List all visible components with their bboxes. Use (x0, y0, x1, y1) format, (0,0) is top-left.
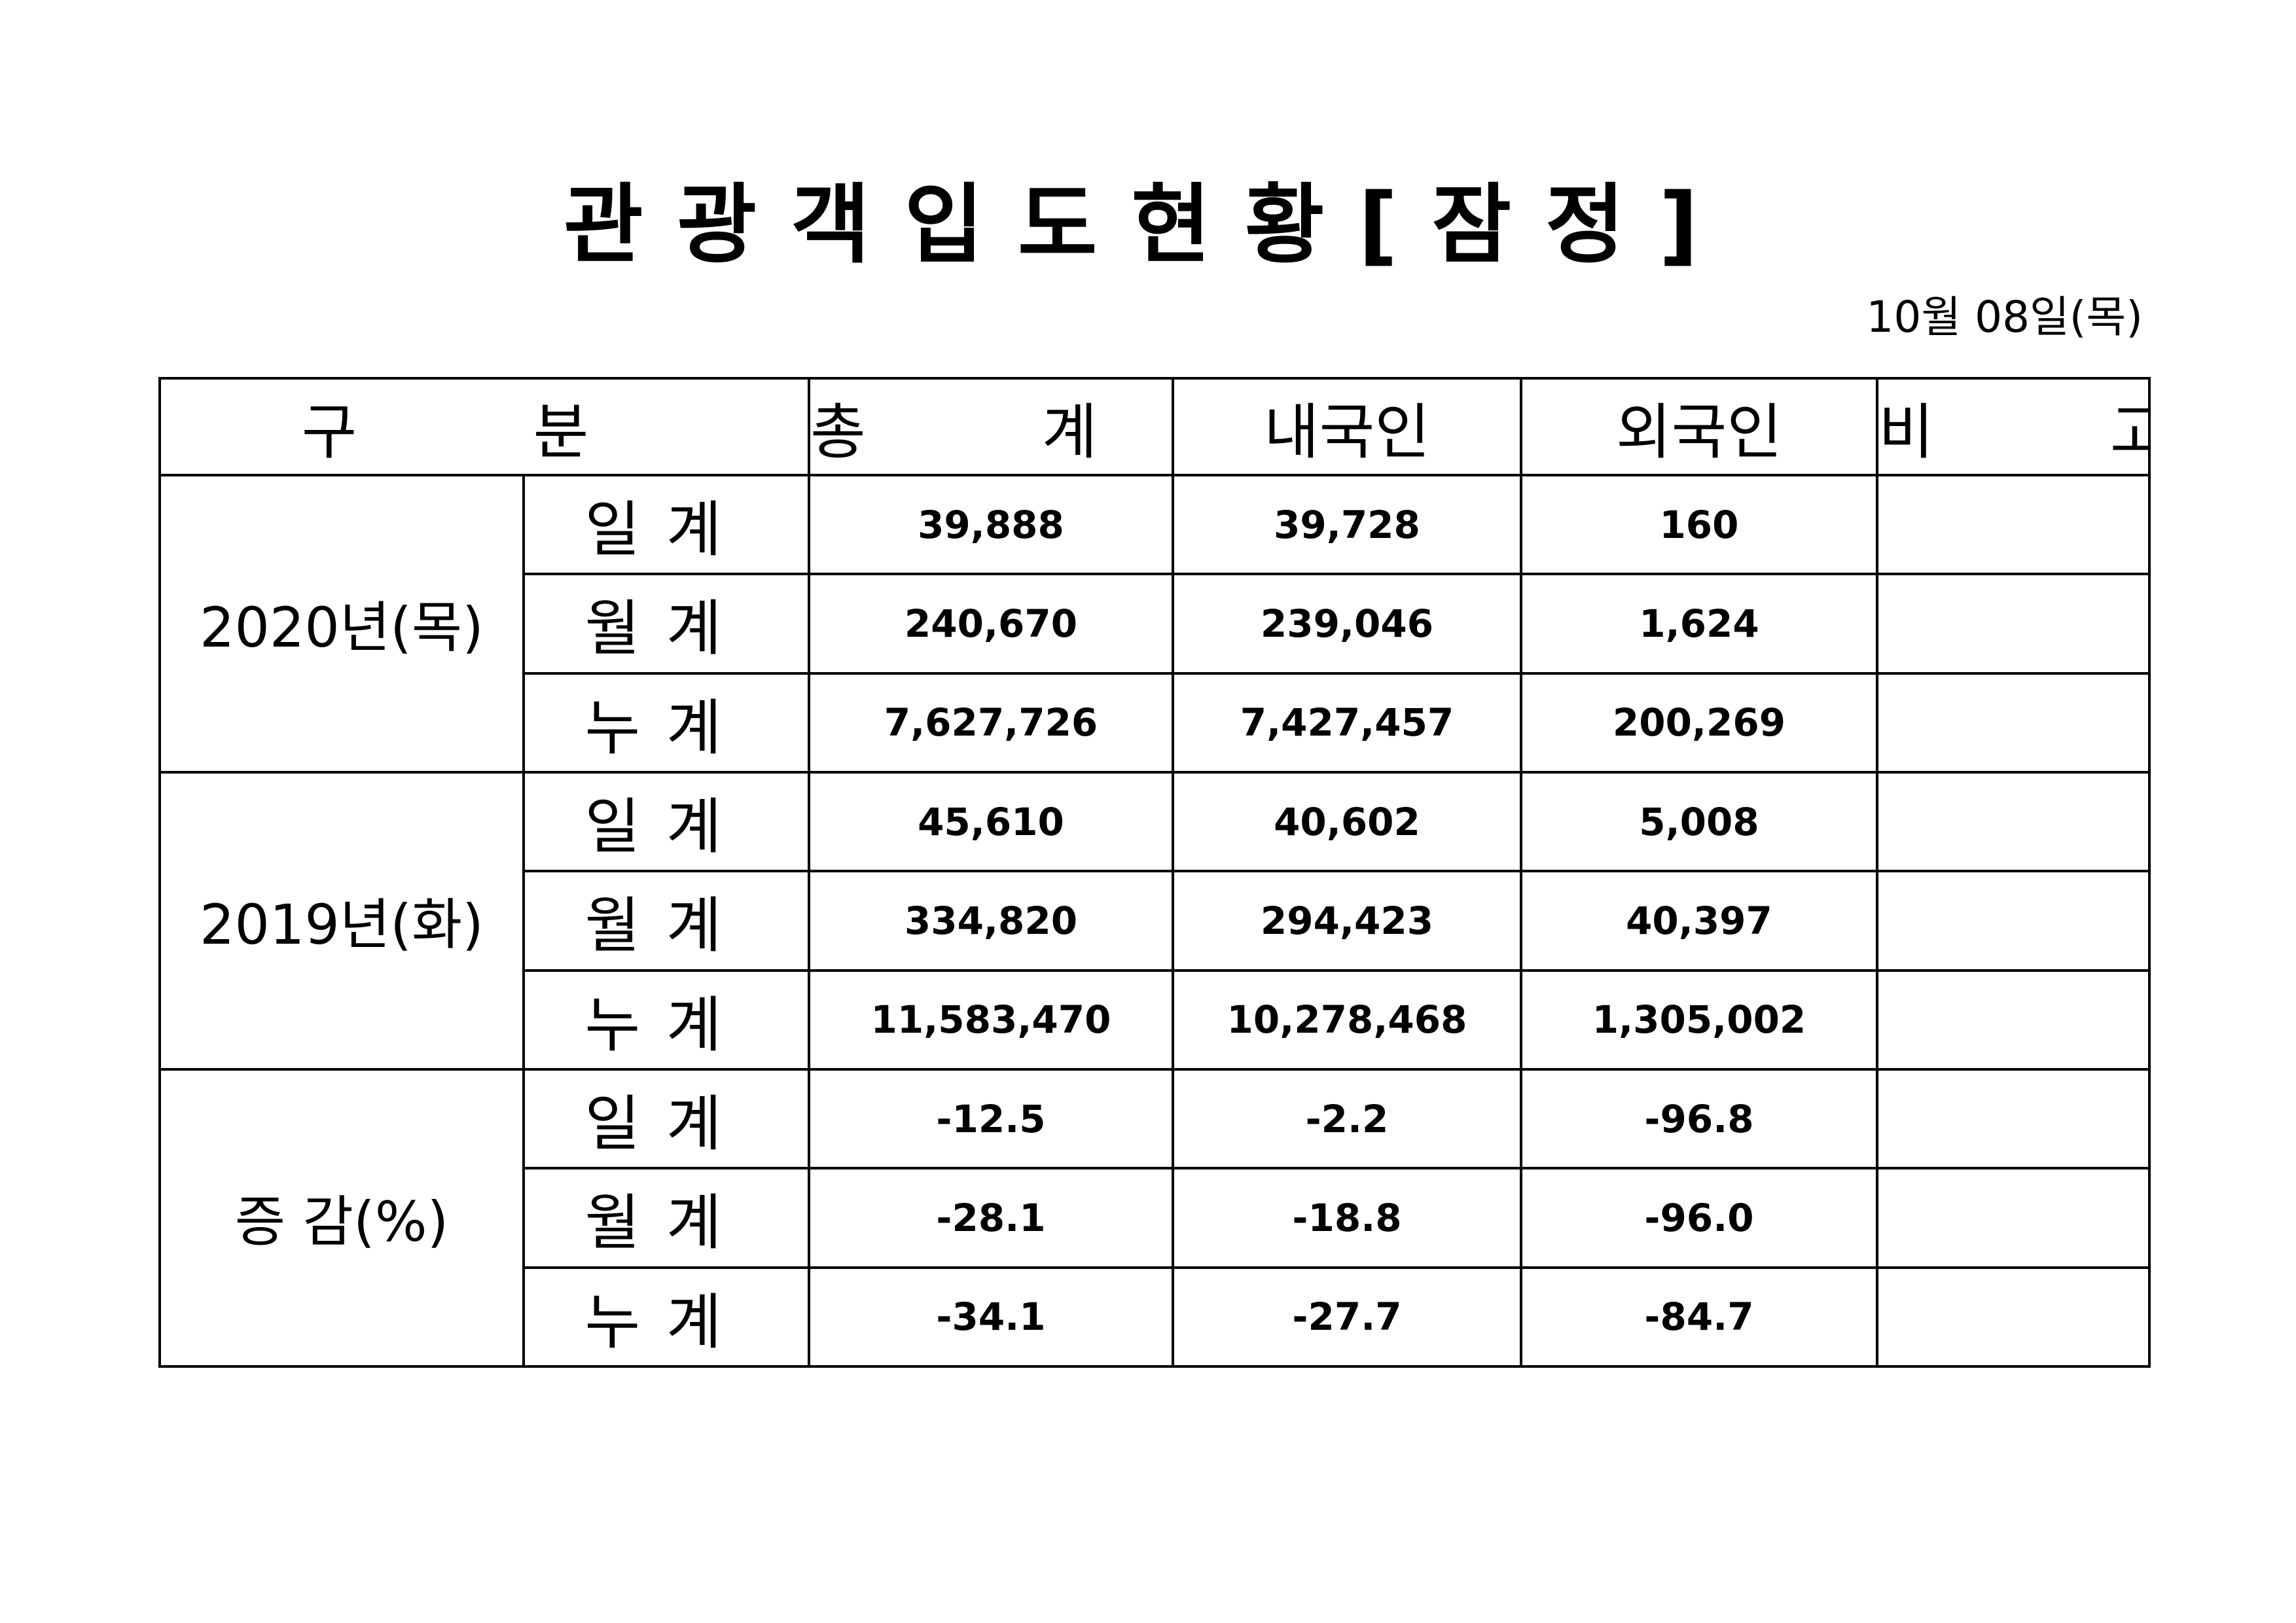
header-total: 총 계 (808, 377, 1174, 476)
cell-remarks (1876, 473, 2151, 576)
cell-foreign: 200,269 (1520, 671, 1878, 774)
cell-domestic: -27.7 (1172, 1266, 1522, 1368)
table-row: 2020년(목) 일계 39,888 39,728 160 (158, 473, 2151, 774)
cell-total: -28.1 (808, 1167, 1174, 1269)
cell-remarks (1876, 870, 2151, 972)
cell-total: 334,820 (808, 870, 1174, 972)
cell-total: -34.1 (808, 1266, 1174, 1368)
group-label: 2019년(화) (158, 770, 525, 1071)
cell-total: -12.5 (808, 1067, 1174, 1170)
cell-domestic: 39,728 (1172, 473, 1522, 576)
cell-total: 45,610 (808, 770, 1174, 873)
header-category: 구 분 (158, 377, 810, 476)
cell-remarks (1876, 1266, 2151, 1368)
row-type: 일계 (522, 1067, 810, 1170)
cell-remarks (1876, 1167, 2151, 1269)
row-type: 일계 (522, 473, 810, 576)
cell-foreign: 40,397 (1520, 870, 1878, 972)
cell-foreign: -84.7 (1520, 1266, 1878, 1368)
table-row: 누계 -34.1 -27.7 -84.7 (160, 1266, 2151, 1368)
table-row: 누계 7,627,726 7,427,457 200,269 (160, 671, 2151, 774)
cell-domestic: 40,602 (1172, 770, 1522, 873)
cell-domestic: 294,423 (1172, 870, 1522, 972)
header-domestic: 내국인 (1172, 377, 1522, 476)
table-row: 월계 334,820 294,423 40,397 (160, 870, 2151, 972)
cell-foreign: 5,008 (1520, 770, 1878, 873)
cell-remarks (1876, 770, 2151, 873)
report-date: 10월 08일(목) (1866, 292, 2143, 342)
cell-remarks (1876, 969, 2151, 1071)
row-type: 월계 (522, 573, 810, 675)
row-type: 누계 (522, 969, 810, 1071)
cell-foreign: -96.0 (1520, 1167, 1878, 1269)
cell-domestic: -2.2 (1172, 1067, 1522, 1170)
header-remarks: 비 고 (1876, 377, 2151, 476)
row-type: 월계 (522, 870, 810, 972)
cell-total: 11,583,470 (808, 969, 1174, 1071)
tourist-arrivals-table: 구 분 총 계 내국인 외국인 비 고 2020년(목) 일계 39,888 3… (158, 377, 2151, 1368)
cell-foreign: -96.8 (1520, 1067, 1878, 1170)
cell-remarks (1876, 573, 2151, 675)
row-type: 월계 (522, 1167, 810, 1269)
table-row: 증 감(%) 일계 -12.5 -2.2 -96.8 (158, 1067, 2151, 1368)
cell-total: 39,888 (808, 473, 1174, 576)
cell-domestic: 10,278,468 (1172, 969, 1522, 1071)
table-row: 누계 11,583,470 10,278,468 1,305,002 (160, 969, 2151, 1071)
table-row: 월계 -28.1 -18.8 -96.0 (160, 1167, 2151, 1269)
row-type: 일계 (522, 770, 810, 873)
row-type: 누계 (522, 671, 810, 774)
cell-total: 7,627,726 (808, 671, 1174, 774)
header-row: 구 분 총 계 내국인 외국인 비 고 (158, 377, 2151, 476)
row-type: 누계 (522, 1266, 810, 1368)
cell-domestic: 7,427,457 (1172, 671, 1522, 774)
cell-foreign: 1,624 (1520, 573, 1878, 675)
cell-domestic: -18.8 (1172, 1167, 1522, 1269)
cell-foreign: 160 (1520, 473, 1878, 576)
cell-foreign: 1,305,002 (1520, 969, 1878, 1071)
group-label: 2020년(목) (158, 474, 525, 774)
table-row: 월계 240,670 239,046 1,624 (160, 573, 2151, 675)
cell-domestic: 239,046 (1172, 573, 1522, 675)
group-label: 증 감(%) (158, 1067, 525, 1368)
cell-total: 240,670 (808, 573, 1174, 675)
header-foreign: 외국인 (1520, 377, 1878, 476)
cell-remarks (1876, 1067, 2151, 1170)
table-row: 2019년(화) 일계 45,610 40,602 5,008 (158, 770, 2151, 1071)
page-title: 관광객입도현황[잠정] (564, 175, 1732, 276)
cell-remarks (1876, 671, 2151, 774)
